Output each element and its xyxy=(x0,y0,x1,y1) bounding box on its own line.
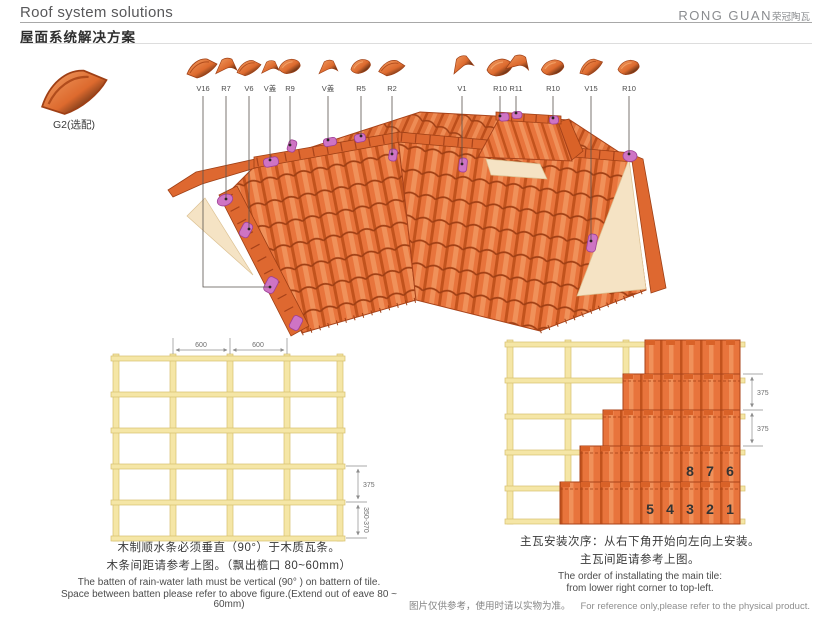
install-caption-zh2: 主瓦间距请参考上图。 xyxy=(580,553,700,566)
batten-diagram: 600 600 375 350-370 xyxy=(110,338,375,542)
install-order-numbers: 5 4 3 2 1 8 7 6 xyxy=(646,463,734,517)
order-number: 6 xyxy=(726,463,734,479)
tile-thumbnails xyxy=(186,52,640,79)
header-rule xyxy=(20,22,812,23)
page-title-en: Roof system solutions xyxy=(20,4,174,21)
batten-caption-en1: The batten of rain-water lath must be ve… xyxy=(77,577,381,588)
tile-label: R10 xyxy=(622,84,636,93)
tile-r7-icon xyxy=(215,57,238,74)
install-captions: 主瓦安装次序：从右下角开始向左向上安装。 主瓦间距请参考上图。 The orde… xyxy=(494,536,786,596)
tile-r5-icon xyxy=(349,58,372,75)
tile-r10b-icon xyxy=(540,59,565,76)
leader-lines xyxy=(202,96,630,288)
tile-label: V盖 xyxy=(322,83,335,93)
tile-label: V盖 xyxy=(264,83,277,93)
tile-courses xyxy=(559,339,741,525)
brand-name-zh: 荣冠陶瓦 xyxy=(771,12,810,23)
dim-375-lower: 375 xyxy=(757,426,769,433)
header-rule-light xyxy=(20,43,812,44)
tile-labels: V16 R7 V6 V盖 R9 V盖 R5 R2 V1 R10 R11 R10 … xyxy=(196,83,636,93)
tile-label: V6 xyxy=(244,84,253,93)
batten-captions: 木制顺水条必须垂直（90°）于木质瓦条。 木条间距请参考上图。（飘出檐口 80~… xyxy=(58,542,400,612)
order-number: 4 xyxy=(666,501,674,517)
tile-label: R10 xyxy=(546,84,560,93)
tile-label: V1 xyxy=(457,84,466,93)
tile-label: R7 xyxy=(221,84,231,93)
g2-tile-label: G2(选配) xyxy=(53,118,95,131)
order-number: 8 xyxy=(686,463,694,479)
brand-name-en: RONG GUAN xyxy=(678,8,772,23)
order-number: 5 xyxy=(646,501,654,517)
dim-600-right: 600 xyxy=(252,342,264,349)
batten-caption-zh1: 木制顺水条必须垂直（90°）于木质瓦条。 xyxy=(117,542,341,554)
dim-375: 375 xyxy=(363,482,375,489)
footer-note-zh: 图片仅供参考，使用时请以实物为准。 xyxy=(408,601,571,612)
roof-assembly xyxy=(167,111,667,337)
dim-375-upper: 375 xyxy=(757,390,769,397)
tile-v15-icon xyxy=(577,57,605,77)
g2-tile-icon xyxy=(38,67,110,117)
tile-r10c-icon xyxy=(617,59,640,76)
tile-v6-icon xyxy=(236,60,262,77)
tile-label: V16 xyxy=(196,84,209,93)
install-diagram: 5 4 3 2 1 8 7 6 375 375 xyxy=(504,339,769,525)
tile-vcap-icon xyxy=(261,60,280,74)
tile-label: R5 xyxy=(356,84,366,93)
brand-logo: RONG GUAN荣冠陶瓦 xyxy=(678,7,810,25)
tile-label: R9 xyxy=(285,84,295,93)
batten-caption-en2: Space between batten please refer to abo… xyxy=(60,589,398,610)
order-number: 3 xyxy=(686,501,694,517)
install-caption-zh1: 主瓦安装次序：从右下角开始向左向上安装。 xyxy=(520,536,760,548)
tile-label: R11 xyxy=(509,84,522,93)
leader-dots xyxy=(224,111,631,289)
tile-label: R2 xyxy=(387,84,397,93)
tile-v1-icon xyxy=(449,53,475,75)
page-title-zh: 屋面系统解决方案 xyxy=(20,30,136,45)
tile-v16-icon xyxy=(186,58,218,79)
dim-350-370: 350-370 xyxy=(362,507,369,533)
order-number: 7 xyxy=(706,463,714,479)
footer-note: 图片仅供参考，使用时请以实物为准。 For reference only,plea… xyxy=(409,598,810,612)
install-caption-en1: The order of installating the main tile: xyxy=(558,571,722,582)
tile-r9-icon xyxy=(278,58,301,75)
dim-600-left: 600 xyxy=(195,342,207,349)
batten-caption-zh2: 木条间距请参考上图。（飘出檐口 80~60mm） xyxy=(106,559,352,572)
pink-tile-markers xyxy=(216,110,638,331)
tile-r2-icon xyxy=(377,58,406,79)
tile-vcap2-icon xyxy=(318,59,339,75)
tile-label: V15 xyxy=(584,84,597,93)
order-number: 1 xyxy=(726,501,734,517)
tile-label: R10 xyxy=(493,84,507,93)
footer-note-en: For reference only,please refer to the p… xyxy=(580,601,810,612)
install-caption-en2: from lower right corner to top-left. xyxy=(566,583,714,594)
order-number: 2 xyxy=(706,501,714,517)
